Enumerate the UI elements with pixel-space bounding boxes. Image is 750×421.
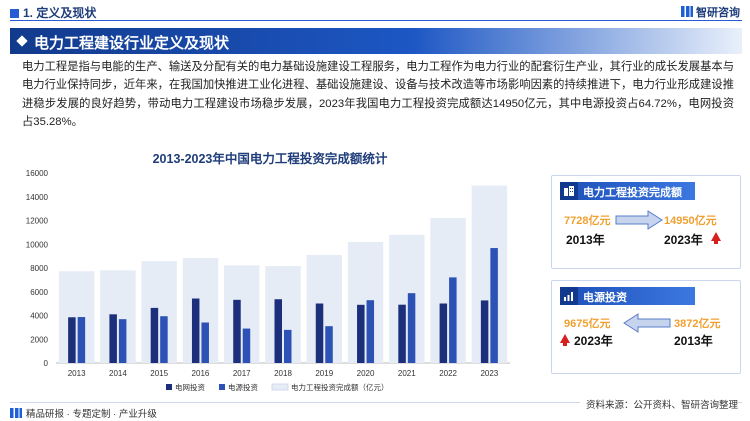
total-investment-bar	[100, 270, 136, 363]
y-tick-label: 2000	[30, 335, 48, 344]
total-investment-bar	[141, 261, 177, 363]
total-investment-bar	[223, 265, 260, 363]
chart-title: 2013-2023年中国电力工程投资完成额统计	[152, 152, 388, 166]
card-header: 电力工程投资完成额	[560, 182, 695, 200]
x-tick-label: 2019	[315, 369, 333, 378]
grid-investment-bar	[315, 303, 324, 363]
card-right-year: 2013年	[674, 334, 713, 348]
source-investment-bar	[284, 329, 292, 363]
footer-tagline: 精品研报 · 专题定制 · 产业升级	[10, 406, 157, 420]
legend-label: 电网投资	[175, 382, 205, 392]
x-tick-label: 2013	[68, 369, 86, 378]
y-tick-label: 10000	[26, 240, 49, 249]
footer-tagline-text: 精品研报 · 专题定制 · 产业升级	[26, 409, 157, 420]
card-left-year: 2013年	[566, 233, 605, 247]
y-tick-label: 0	[44, 359, 49, 368]
grid-investment-bar	[233, 299, 241, 363]
top-bar: 1. 定义及现状 智研咨询	[0, 0, 750, 22]
arrow-right-icon	[615, 210, 663, 230]
source-investment-bar	[160, 316, 168, 363]
footer-logo-icon	[10, 408, 22, 418]
section-title-text: 1. 定义及现状	[23, 6, 97, 20]
x-tick-label: 2020	[357, 369, 375, 378]
y-tick-label: 6000	[30, 288, 48, 297]
x-tick-label: 2023	[480, 369, 498, 378]
grid-investment-bar	[480, 300, 489, 363]
x-tick-label: 2018	[274, 369, 292, 378]
grid-investment-bar	[439, 303, 448, 363]
x-tick-label: 2022	[439, 369, 457, 378]
card-label: 电源投资	[583, 292, 627, 304]
card-left-value: 7728亿元	[564, 215, 611, 227]
diamond-icon	[16, 35, 28, 47]
card-label: 电力工程投资完成额	[583, 187, 682, 199]
total-investment-bar	[471, 185, 508, 363]
source-investment-bar	[490, 248, 498, 363]
legend-swatch	[271, 383, 289, 391]
source-investment-bar	[118, 319, 127, 363]
grid-investment-bar	[109, 314, 117, 363]
card-right-year: 2023年	[664, 233, 703, 247]
source-investment-bar	[242, 328, 251, 363]
grid-investment-bar	[357, 304, 365, 363]
grid-investment-bar	[274, 299, 282, 363]
y-tick-label: 4000	[30, 312, 48, 321]
arrow-left-icon	[623, 313, 671, 333]
total-investment-bar	[306, 254, 343, 363]
y-tick-label: 12000	[26, 217, 49, 226]
total-investment-bar	[265, 266, 301, 363]
grid-investment-bar	[398, 304, 406, 363]
grid-investment-bar	[150, 307, 159, 363]
x-tick-label: 2021	[398, 369, 416, 378]
total-investment-bar	[430, 217, 466, 363]
source-note: 资料来源：公开资料、智研咨询整理	[579, 397, 738, 411]
card-left-year: 2023年	[574, 334, 613, 348]
card-right-value: 3872亿元	[674, 318, 721, 330]
legend-swatch	[219, 384, 225, 390]
card-total-investment: 电力工程投资完成额 7728亿元 2013年 14950亿元 2023年	[551, 175, 741, 269]
investment-bar-chart: 0 2000 4000 6000 8000 10000 12000 14000 16000 201…	[26, 169, 510, 392]
brand-bars-icon	[681, 6, 693, 17]
section-title: 1. 定义及现状	[10, 4, 96, 21]
brand-logo: 智研咨询	[681, 4, 740, 20]
grid-investment-bar	[68, 317, 76, 363]
source-investment-bar	[366, 300, 375, 363]
grid-investment-bar	[191, 298, 200, 363]
total-investment-bar	[389, 234, 425, 363]
legend-swatch	[166, 384, 172, 390]
up-arrow-icon	[560, 334, 570, 346]
source-investment-bar	[201, 322, 209, 363]
y-tick-label: 16000	[26, 169, 49, 178]
top-divider	[10, 20, 742, 21]
source-investment-bar	[77, 317, 86, 363]
square-icon	[10, 9, 19, 18]
total-investment-bar	[182, 258, 219, 363]
card-right-value: 14950亿元	[664, 215, 717, 227]
x-tick-label: 2017	[233, 369, 251, 378]
up-arrow-icon	[711, 232, 721, 244]
source-investment-bar	[449, 277, 457, 363]
x-tick-label: 2014	[109, 369, 127, 378]
x-tick-label: 2015	[150, 369, 168, 378]
source-investment-bar	[407, 293, 416, 363]
card-power-source-investment: 电源投资 9675亿元 2023年 3872亿元 2013年	[551, 280, 741, 374]
y-tick-label: 8000	[30, 264, 48, 273]
page-title: 电力工程建设行业定义及现状	[34, 35, 230, 52]
brand-name: 智研咨询	[696, 7, 740, 19]
chart-icon	[560, 287, 578, 305]
intro-paragraph: 电力工程是指与电能的生产、输送及分配有关的电力基础设施建设工程服务，电力工程作为…	[22, 61, 734, 128]
total-investment-bar	[347, 241, 384, 363]
card-header: 电源投资	[560, 287, 695, 305]
x-tick-label: 2016	[192, 369, 210, 378]
legend-label: 电源投资	[228, 382, 258, 392]
legend-label: 电力工程投资完成额（亿元）	[291, 382, 389, 392]
page-title-band: 电力工程建设行业定义及现状	[10, 28, 742, 54]
total-investment-bar	[58, 271, 95, 363]
building-icon	[560, 182, 578, 200]
footer-divider	[10, 402, 742, 403]
card-left-value: 9675亿元	[564, 318, 611, 330]
y-tick-label: 14000	[26, 193, 49, 202]
source-investment-bar	[325, 326, 333, 363]
